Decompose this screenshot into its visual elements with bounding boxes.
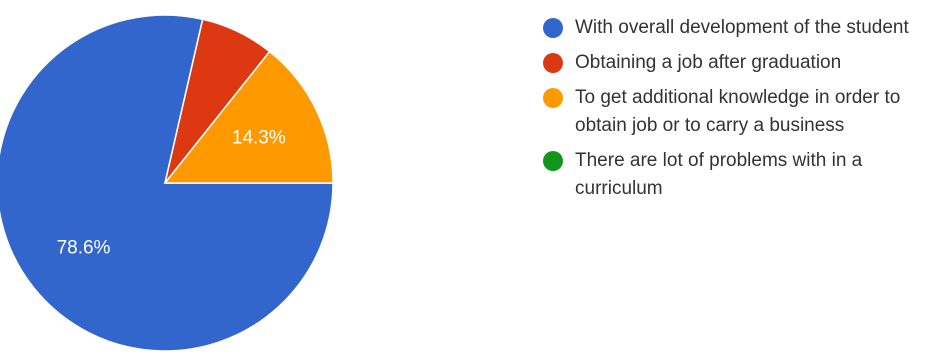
chart-legend: With overall development of the student O… bbox=[543, 14, 939, 210]
legend-swatch-icon bbox=[543, 53, 563, 73]
slice-data-label-3: 14.3% bbox=[232, 127, 286, 148]
pie-slice-3[interactable] bbox=[163, 50, 334, 184]
legend-swatch-icon bbox=[543, 18, 563, 38]
pie-slice-1[interactable] bbox=[0, 14, 334, 352]
legend-label: There are lot of problems with in a curr… bbox=[575, 150, 863, 199]
legend-item-2[interactable]: Obtaining a job after graduation bbox=[543, 49, 939, 77]
slice-data-label-1: 78.6% bbox=[57, 237, 111, 258]
legend-label: To get additional knowledge in order to … bbox=[575, 87, 901, 136]
legend-label: With overall development of the student bbox=[575, 17, 909, 38]
legend-item-1[interactable]: With overall development of the student bbox=[543, 14, 939, 42]
legend-label: Obtaining a job after graduation bbox=[575, 52, 842, 73]
legend-swatch-icon bbox=[543, 151, 563, 171]
legend-swatch-icon bbox=[543, 88, 563, 108]
legend-item-4[interactable]: There are lot of problems with in a curr… bbox=[543, 147, 939, 203]
legend-item-3[interactable]: To get additional knowledge in order to … bbox=[543, 84, 939, 140]
